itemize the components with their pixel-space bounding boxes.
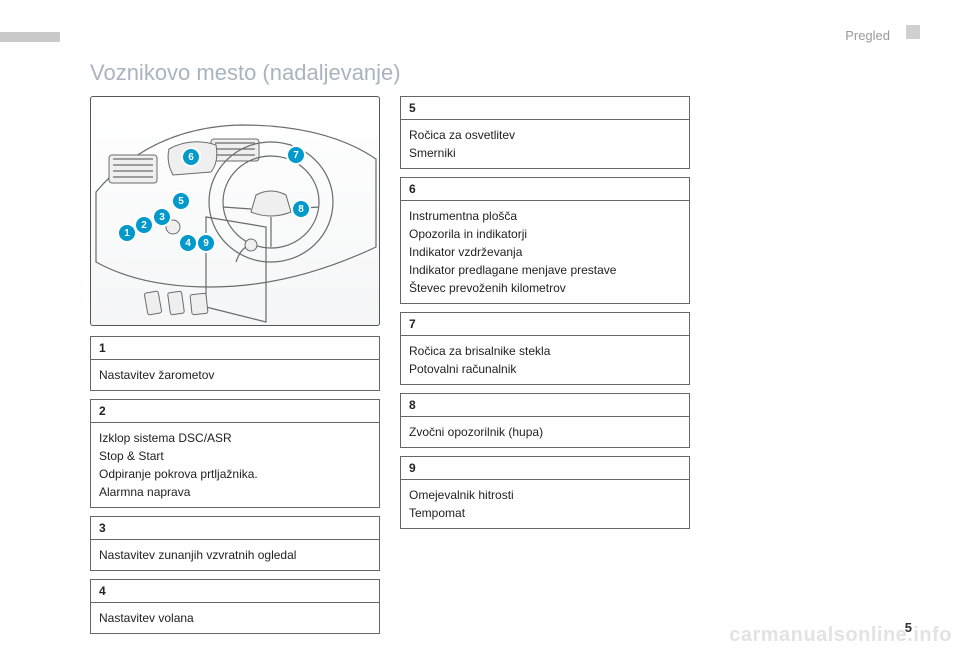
box-line: Izklop sistema DSC/ASR: [99, 429, 371, 447]
callout-marker-label-2: 2: [141, 220, 147, 231]
box-body: Nastavitev zunanjih vzvratnih ogledal: [91, 540, 379, 570]
box-number: 5: [401, 97, 689, 120]
box-body: Nastavitev volana: [91, 603, 379, 633]
section-marker: [906, 25, 920, 39]
box-number: 3: [91, 517, 379, 540]
page-title: Voznikovo mesto (nadaljevanje): [90, 60, 920, 86]
callout-marker-label-1: 1: [124, 228, 130, 239]
col1-box-2: 2Izklop sistema DSC/ASRStop & StartOdpir…: [90, 399, 380, 508]
box-line: Nastavitev žarometov: [99, 366, 371, 384]
box-number: 9: [401, 457, 689, 480]
box-body: Nastavitev žarometov: [91, 360, 379, 390]
box-line: Ročica za brisalnike stekla: [409, 342, 681, 360]
box-line: Tempomat: [409, 504, 681, 522]
box-line: Ročica za osvetlitev: [409, 126, 681, 144]
col2-box-9: 9Omejevalnik hitrostiTempomat: [400, 456, 690, 529]
col2-box-6: 6Instrumentna ploščaOpozorila in indikat…: [400, 177, 690, 304]
box-line: Instrumentna plošča: [409, 207, 681, 225]
box-line: Indikator predlagane menjave prestave: [409, 261, 681, 279]
box-line: Indikator vzdrževanja: [409, 243, 681, 261]
columns: 123456789 1Nastavitev žarometov2Izklop s…: [90, 96, 920, 634]
box-line: Odpiranje pokrova prtljažnika.: [99, 465, 371, 483]
col1-box-4: 4 Nastavitev volana: [90, 579, 380, 634]
box-body: Instrumentna ploščaOpozorila in indikato…: [401, 201, 689, 303]
box-body: Zvočni opozorilnik (hupa): [401, 417, 689, 447]
box-body: Ročica za brisalnike steklaPotovalni rač…: [401, 336, 689, 384]
box-body: Ročica za osvetlitevSmerniki: [401, 120, 689, 168]
box-line: Potovalni računalnik: [409, 360, 681, 378]
box-line: Števec prevoženih kilometrov: [409, 279, 681, 297]
box-body: Omejevalnik hitrostiTempomat: [401, 480, 689, 528]
col2-box-8: 8 Zvočni opozorilnik (hupa): [400, 393, 690, 448]
box-line: Opozorila in indikatorji: [409, 225, 681, 243]
box-number: 1: [91, 337, 379, 360]
page-content: Voznikovo mesto (nadaljevanje): [90, 60, 920, 619]
callout-marker-label-5: 5: [178, 196, 184, 207]
box-line: Smerniki: [409, 144, 681, 162]
section-header: Pregled: [845, 28, 890, 43]
box-number: 6: [401, 178, 689, 201]
col1-box-3: 3 Nastavitev zunanjih vzvratnih ogledal: [90, 516, 380, 571]
col2-box-5: 5Ročica za osvetlitevSmerniki: [400, 96, 690, 169]
box-body: Izklop sistema DSC/ASRStop & StartOdpira…: [91, 423, 379, 507]
box-line: Nastavitev zunanjih vzvratnih ogledal: [99, 546, 371, 564]
box-line: Stop & Start: [99, 447, 371, 465]
box-line: Omejevalnik hitrosti: [409, 486, 681, 504]
watermark: carmanualsonline.info: [729, 624, 952, 647]
col2-box-7: 7Ročica za brisalnike steklaPotovalni ra…: [400, 312, 690, 385]
callout-marker-label-3: 3: [159, 212, 165, 223]
col1-box-1: 1 Nastavitev žarometov: [90, 336, 380, 391]
box-number: 7: [401, 313, 689, 336]
dashboard-illustration: 12 3 4 5 6 7 8 9: [90, 96, 380, 326]
box-line: Zvočni opozorilnik (hupa): [409, 423, 681, 441]
callout-marker-label-9: 9: [203, 238, 209, 249]
box-number: 4: [91, 580, 379, 603]
left-column: 123456789 1Nastavitev žarometov2Izklop s…: [90, 96, 380, 634]
callout-marker-label-8: 8: [298, 204, 304, 215]
callout-marker-label-4: 4: [185, 238, 191, 249]
sidebar-stripe: [0, 32, 60, 42]
right-column: 5Ročica za osvetlitevSmerniki6Instrument…: [400, 96, 690, 634]
callout-marker-label-7: 7: [293, 150, 299, 161]
box-line: Nastavitev volana: [99, 609, 371, 627]
box-line: Alarmna naprava: [99, 483, 371, 501]
box-number: 2: [91, 400, 379, 423]
box-number: 8: [401, 394, 689, 417]
callout-marker-label-6: 6: [188, 152, 194, 163]
